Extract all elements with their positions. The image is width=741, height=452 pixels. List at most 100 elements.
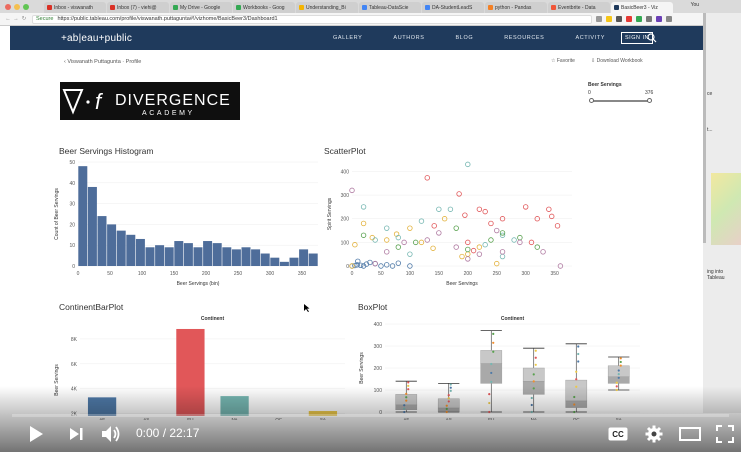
histogram-bar — [145, 247, 155, 266]
browser-tab[interactable]: DA-StudentLeadS — [422, 2, 484, 13]
back-arrow-icon[interactable]: ← — [5, 16, 11, 22]
scatter-point — [357, 262, 364, 268]
histogram-y-tick: 10 — [69, 243, 75, 249]
scatter-point — [456, 191, 462, 197]
divergence-academy-logo-art: f DIVERGENCE ACADEMY — [62, 89, 231, 117]
scrollbar[interactable] — [703, 13, 706, 243]
histogram-x-tick: 50 — [107, 271, 113, 277]
star-icon[interactable] — [606, 16, 612, 22]
favorite-label: Favorite — [556, 58, 575, 64]
scatter-point — [517, 239, 523, 246]
box-point — [407, 381, 410, 384]
histogram-bar — [78, 166, 88, 266]
nav-resources[interactable]: RESOURCES — [504, 35, 545, 41]
box-point — [492, 350, 495, 353]
scatter-x-tick: 300 — [522, 271, 531, 277]
url-field[interactable]: Secure https://public.tableau.com/profil… — [32, 14, 592, 24]
filter-high-handle[interactable] — [646, 98, 652, 103]
scatter-x-tick: 350 — [550, 271, 559, 277]
tableau-public-logo[interactable]: +ab|eau+public — [61, 32, 133, 44]
scatter-point — [372, 260, 378, 267]
sign-in-button[interactable]: SIGN IN — [621, 32, 653, 44]
extension-green-icon[interactable] — [636, 16, 642, 22]
browser-tab[interactable]: BasicBeer3 - Viz — [611, 2, 673, 13]
menu-icon[interactable] — [666, 16, 672, 22]
bar-y-label: Beer Servings — [54, 364, 60, 396]
tab-favicon-icon — [551, 5, 556, 10]
browser-tab[interactable]: Workbooks - Goog — [233, 2, 295, 13]
theater-mode-icon[interactable] — [679, 427, 701, 441]
tab-title: Tableau-DataScie — [369, 4, 409, 11]
histogram-bar — [241, 247, 251, 266]
settings-gear-icon[interactable] — [645, 425, 663, 443]
nav-gallery[interactable]: GALLERY — [332, 35, 363, 41]
maximize-window-icon[interactable] — [23, 4, 29, 10]
fullscreen-icon[interactable] — [716, 425, 734, 443]
browser-tab[interactable]: Inbox (7) - viehi@ — [107, 2, 169, 13]
next-video-icon[interactable] — [68, 426, 84, 442]
browser-tab[interactable]: Tableau-DataScie — [359, 2, 421, 13]
browser-tab[interactable]: Understanding_Bi — [296, 2, 358, 13]
reload-icon[interactable]: ↻ — [21, 16, 27, 22]
close-window-icon[interactable] — [5, 4, 11, 10]
scatter-point — [418, 218, 425, 224]
right-tab-fragment[interactable]: You — [690, 2, 699, 8]
browser-tab[interactable]: Eventbrite - Data — [548, 2, 610, 13]
nav-authors[interactable]: AUTHORS — [393, 35, 425, 41]
scatter-point — [470, 247, 477, 254]
box-point — [490, 362, 493, 366]
background-window-text-3: ing into Tableau — [707, 269, 725, 281]
scatter-point — [401, 239, 407, 246]
scatter-point — [488, 220, 494, 227]
tab-title: My Drive - Google — [180, 4, 221, 11]
histogram-bar — [107, 224, 117, 266]
histogram-bar — [289, 257, 299, 266]
browser-tab[interactable]: My Drive - Google — [170, 2, 232, 13]
logo-brand-text: DIVERGENCE — [115, 92, 231, 109]
scatter-y-tick: 400 — [341, 169, 350, 175]
browser-tab[interactable]: python - Pandas — [485, 2, 547, 13]
mouse-cursor-icon — [304, 304, 310, 312]
zoom-icon[interactable] — [596, 16, 602, 22]
extension-icon[interactable] — [616, 16, 622, 22]
nav-activity[interactable]: ACTIVITY — [575, 35, 606, 41]
tableau-nav: GALLERY AUTHORS BLOG RESOURCES ACTIVITY … — [302, 26, 653, 50]
box-point — [490, 371, 493, 375]
box-point — [615, 381, 618, 384]
breadcrumb[interactable]: ‹ Viswanath Puttagunta · Profile — [64, 59, 142, 65]
scatter-point — [430, 245, 436, 251]
play-icon[interactable] — [28, 425, 44, 443]
forward-arrow-icon[interactable]: → — [13, 16, 19, 22]
tab-title: python - Pandas — [495, 4, 532, 11]
scatter-point — [407, 225, 413, 231]
scatter-point — [447, 206, 454, 212]
secure-label: Secure — [36, 16, 54, 22]
box-point — [575, 378, 578, 381]
nav-blog[interactable]: BLOG — [455, 35, 474, 41]
extension-gray-icon[interactable] — [646, 16, 652, 22]
browser-tab[interactable]: Inbox - viswanath — [44, 2, 106, 13]
filter-low-handle[interactable] — [588, 98, 594, 103]
scatter-point — [352, 262, 358, 269]
scatter-title: ScatterPlot — [324, 146, 366, 156]
background-window-text-2: t... — [707, 127, 713, 133]
video-controls-shade — [0, 386, 741, 452]
extension-red-icon[interactable] — [626, 16, 632, 22]
histogram-bar — [183, 243, 193, 266]
video-progress-bar[interactable] — [12, 414, 729, 417]
minimize-window-icon[interactable] — [14, 4, 20, 10]
histogram-bar — [87, 186, 97, 266]
captions-icon[interactable]: CC — [608, 427, 628, 441]
favorite-button[interactable]: ☆ Favorite — [551, 58, 575, 64]
scatter-x-tick: 200 — [464, 271, 473, 277]
scatter-point — [360, 220, 367, 227]
search-icon[interactable] — [647, 33, 657, 43]
download-workbook-button[interactable]: ⇩ Download Workbook — [591, 58, 643, 64]
filter-track[interactable] — [591, 100, 649, 102]
extension-purple-icon[interactable] — [656, 16, 662, 22]
histogram-bar — [135, 238, 145, 266]
scatter-point — [384, 237, 390, 243]
histogram-bar — [203, 241, 213, 266]
volume-icon[interactable] — [100, 424, 122, 444]
